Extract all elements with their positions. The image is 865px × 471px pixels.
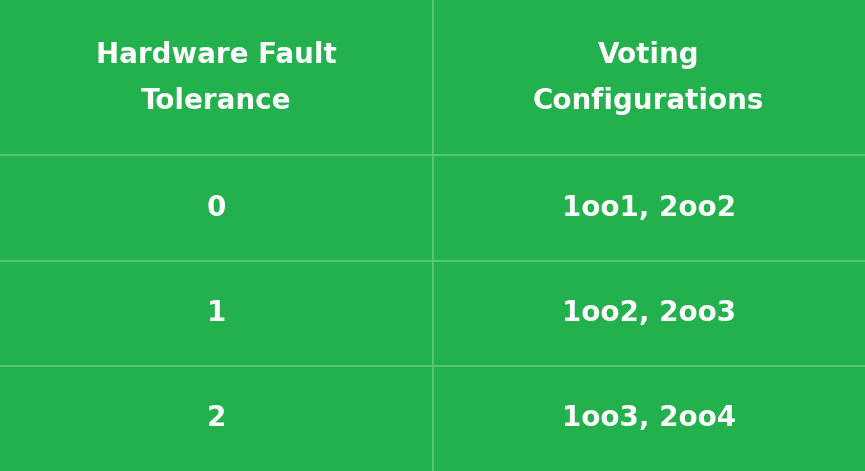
Text: 2: 2 [207,405,226,432]
Text: 1oo1, 2oo2: 1oo1, 2oo2 [561,194,736,222]
Text: Voting
Configurations: Voting Configurations [533,41,765,114]
Text: 1: 1 [207,299,226,327]
Text: 0: 0 [207,194,226,222]
Text: 1oo3, 2oo4: 1oo3, 2oo4 [561,405,736,432]
Text: Hardware Fault
Tolerance: Hardware Fault Tolerance [96,41,336,114]
Text: 1oo2, 2oo3: 1oo2, 2oo3 [561,299,736,327]
